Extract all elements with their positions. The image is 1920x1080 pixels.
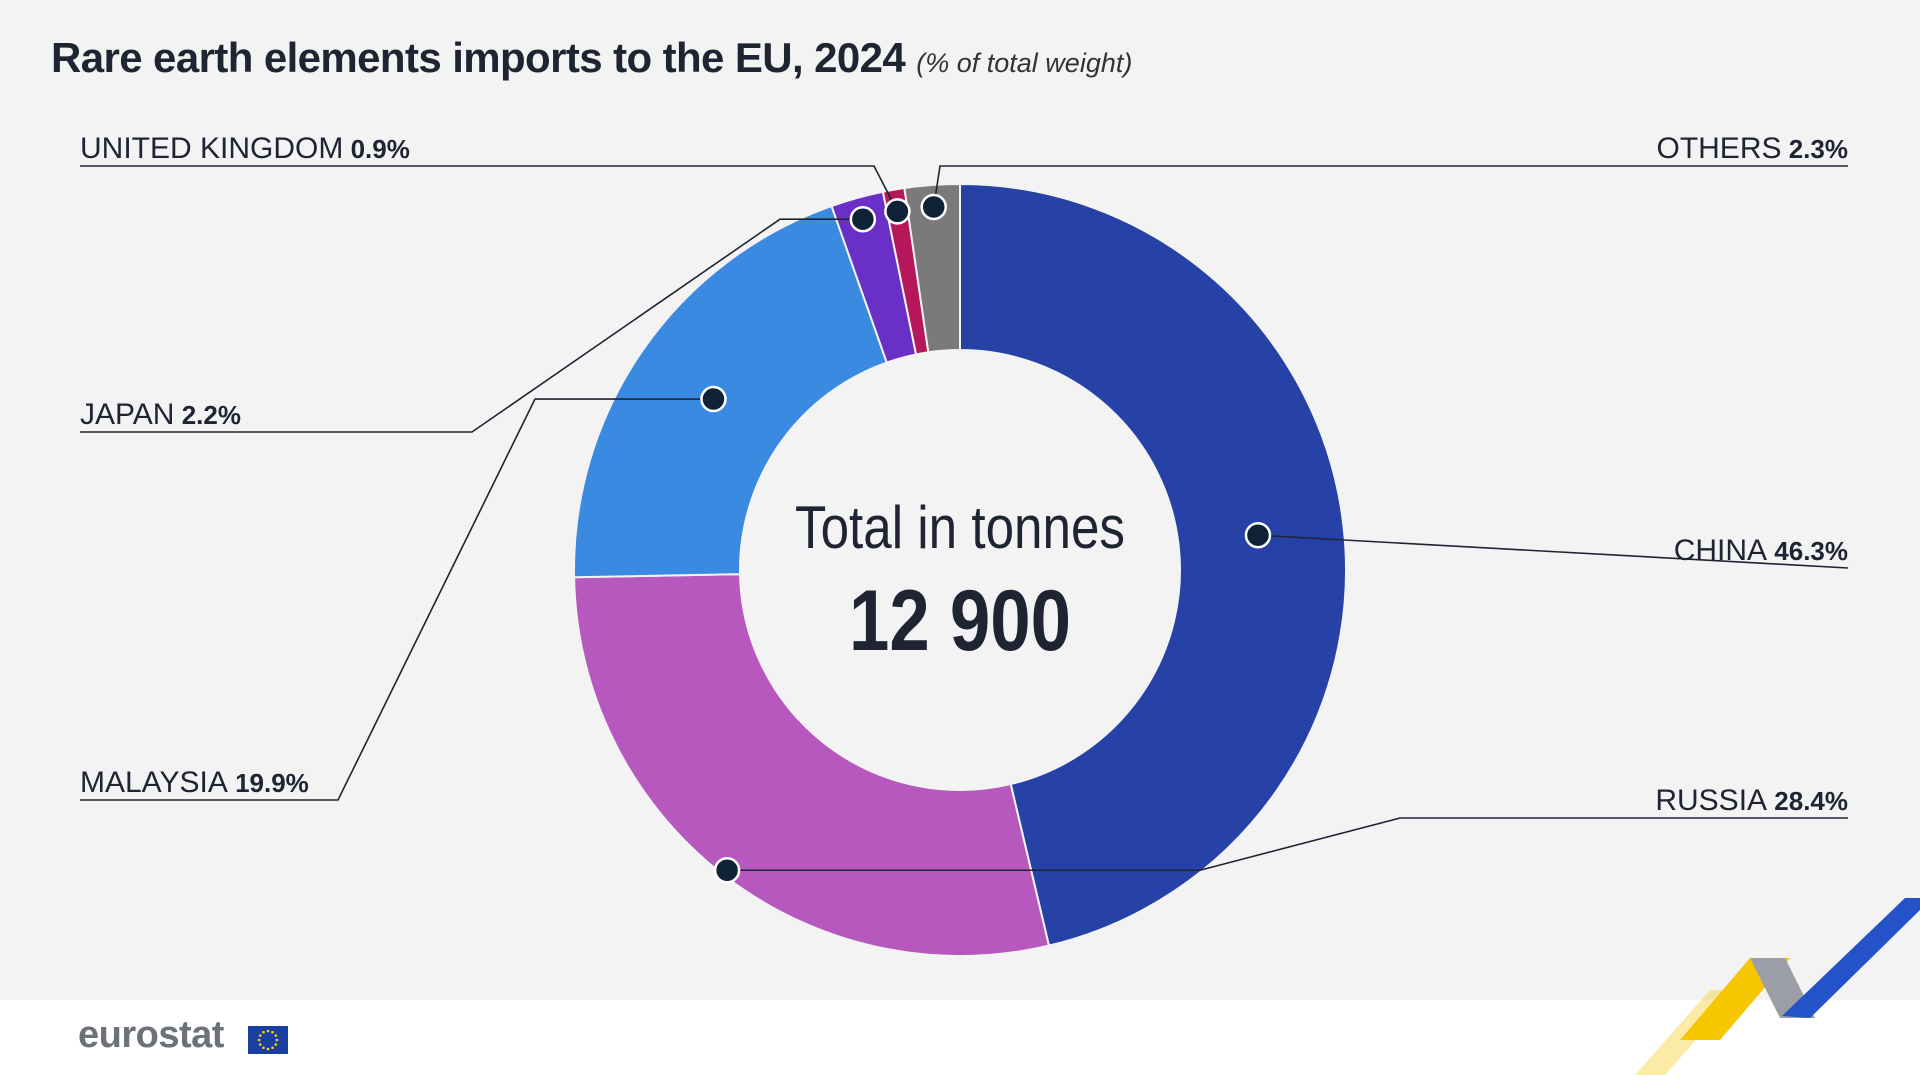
- slice-china: [959, 182, 1347, 947]
- slice-label-name: RUSSIA: [1655, 784, 1767, 817]
- flag-star: [262, 1030, 265, 1034]
- flag-star: [274, 1043, 278, 1046]
- slice-label-others: OTHERS 2.3%: [1656, 132, 1848, 165]
- leader-line-others: [932, 165, 1848, 208]
- slice-label-name: OTHERS: [1656, 132, 1781, 165]
- slice-label-name: JAPAN: [80, 398, 174, 431]
- slice-russia: [573, 573, 1051, 957]
- marker-dot-china: [1244, 521, 1272, 549]
- leader-line-malaysia: [80, 398, 714, 801]
- slice-label-value: 0.9%: [343, 134, 410, 164]
- slice-label-value: 28.4%: [1767, 786, 1848, 816]
- marker-dot-japan: [849, 205, 877, 233]
- donut-slices: [573, 182, 1347, 957]
- marker-dot-others: [920, 193, 947, 221]
- flag-star: [275, 1038, 279, 1042]
- eurostat-logo: eurostat: [78, 1014, 224, 1056]
- flag-star: [274, 1034, 278, 1037]
- marker-dot-united-kingdom: [884, 198, 911, 225]
- flag-star: [271, 1030, 274, 1034]
- slice-label-name: CHINA: [1674, 534, 1767, 567]
- flag-star: [258, 1043, 262, 1046]
- marker-dot-russia: [713, 857, 741, 884]
- eurostat-swoosh-icon: [1635, 898, 1920, 1075]
- slice-label-japan: JAPAN 2.2%: [80, 398, 241, 431]
- chart-title-text: Rare earth elements imports to the EU, 2…: [51, 34, 906, 81]
- chart-subtitle: (% of total weight): [916, 48, 1133, 78]
- slice-label-value: 46.3%: [1767, 536, 1848, 566]
- chart-title: Rare earth elements imports to the EU, 2…: [51, 34, 1132, 82]
- leader-line-russia: [727, 817, 1848, 872]
- flag-star: [262, 1046, 265, 1050]
- slice-label-united-kingdom: UNITED KINGDOM 0.9%: [80, 132, 410, 165]
- slice-others: [903, 182, 961, 354]
- slice-label-name: UNITED KINGDOM: [80, 132, 343, 165]
- slice-label-value: 2.3%: [1782, 134, 1849, 164]
- slice-label-malaysia: MALAYSIA 19.9%: [80, 766, 309, 799]
- flag-star: [266, 1047, 270, 1051]
- flag-star: [258, 1034, 262, 1037]
- flag-star: [257, 1038, 261, 1042]
- slice-label-russia: RUSSIA 28.4%: [1655, 784, 1848, 817]
- leader-lines: [80, 165, 1849, 884]
- slice-label-value: 19.9%: [228, 768, 309, 798]
- leader-line-china: [1257, 534, 1849, 569]
- leader-line-united-kingdom: [80, 165, 899, 212]
- slice-label-china: CHINA 46.3%: [1674, 534, 1848, 567]
- flag-star: [266, 1029, 270, 1033]
- center-label: Total in tonnes: [795, 494, 1125, 561]
- leader-line-japan: [80, 218, 863, 433]
- center-value: 12 900: [849, 573, 1071, 669]
- slice-label-value: 2.2%: [174, 400, 241, 430]
- marker-dot-malaysia: [700, 385, 727, 413]
- slice-labels: CHINA 46.3% RUSSIA 28.4% MALAYSIA 19.9% JAP…: [80, 132, 1848, 817]
- slice-label-name: MALAYSIA: [80, 766, 228, 799]
- slice-malaysia: [573, 204, 889, 579]
- footer-bar: [0, 1000, 1920, 1080]
- eu-flag-icon: [248, 1026, 288, 1054]
- flag-star: [271, 1046, 274, 1050]
